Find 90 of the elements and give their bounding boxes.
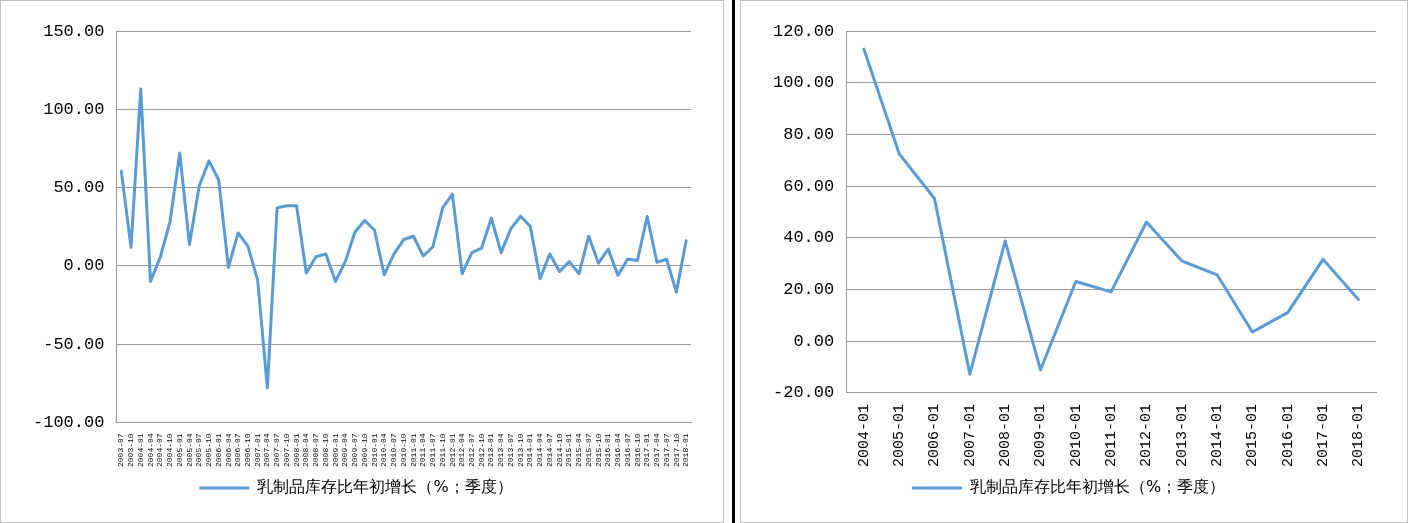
x-tick-label: 2010-04 <box>379 433 389 467</box>
y-tick-label: 20.00 <box>783 280 835 300</box>
x-tick-label: 2012-01 <box>1138 403 1156 468</box>
x-tick-label: 2014-10 <box>554 433 564 467</box>
x-tick-label: 2017-04 <box>652 433 662 467</box>
x-tick-label: 2005-01 <box>174 433 184 467</box>
x-tick-label: 2005-01 <box>891 403 909 468</box>
x-tick-label: 2004-01 <box>855 403 873 468</box>
x-tick-label: 2013-01 <box>1173 403 1191 468</box>
x-tick-label: 2008-01 <box>997 403 1015 468</box>
x-tick-label: 2018-01 <box>681 433 691 467</box>
y-tick-label: -50.00 <box>43 334 105 354</box>
x-tick-label: 2006-04 <box>223 433 233 467</box>
x-tick-label: 2013-04 <box>496 433 506 467</box>
x-tick-label: 2015-01 <box>564 433 574 467</box>
x-tick-label: 2015-01 <box>1244 403 1262 468</box>
y-tick-label: -100.00 <box>32 412 105 432</box>
x-tick-label: 2004-04 <box>145 433 155 467</box>
x-tick-label: 2012-01 <box>447 433 457 467</box>
x-tick-label: 2015-10 <box>593 433 603 467</box>
x-tick-label: 2004-07 <box>155 433 165 467</box>
x-tick-label: 2015-07 <box>583 433 593 467</box>
x-tick-label: 2010-07 <box>389 433 399 467</box>
x-tick-label: 2007-01 <box>961 403 979 468</box>
x-tick-label: 2008-07 <box>311 433 321 467</box>
x-tick-label: 2016-01 <box>603 433 613 467</box>
x-tick-label: 2006-07 <box>233 433 243 467</box>
x-tick-label: 2009-01 <box>1032 403 1050 468</box>
x-tick-label: 2009-01 <box>330 433 340 467</box>
x-tick-label: 2013-01 <box>486 433 496 467</box>
x-tick-label: 2014-04 <box>535 433 545 467</box>
y-tick-label: 80.00 <box>783 124 835 144</box>
y-tick-label: 0.00 <box>63 256 105 276</box>
x-tick-label: 2010-01 <box>1067 403 1085 468</box>
x-tick-label: 2004-10 <box>165 433 175 467</box>
x-tick-label: 2005-04 <box>184 433 194 467</box>
x-tick-label: 2011-04 <box>418 433 428 467</box>
x-tick-label: 2011-01 <box>1103 403 1121 468</box>
x-tick-label: 2003-07 <box>116 433 126 467</box>
x-tick-label: 2006-10 <box>243 433 253 467</box>
y-tick-label: 100.00 <box>772 73 835 93</box>
x-tick-label: 2014-01 <box>525 433 535 467</box>
x-tick-label: 2016-07 <box>622 433 632 467</box>
x-tick-label: 2012-10 <box>476 433 486 467</box>
x-tick-label: 2014-07 <box>544 433 554 467</box>
x-tick-label: 2007-01 <box>252 433 262 467</box>
y-tick-label: -20.00 <box>772 383 835 403</box>
x-tick-label: 2010-10 <box>398 433 408 467</box>
x-tick-label: 2009-07 <box>350 433 360 467</box>
x-tick-label: 2011-07 <box>428 433 438 467</box>
x-tick-label: 2004-01 <box>135 433 145 467</box>
y-tick-label: 50.00 <box>53 178 105 198</box>
y-tick-label: 40.00 <box>783 228 835 248</box>
x-tick-label: 2009-10 <box>359 433 369 467</box>
x-tick-label: 2018-01 <box>1350 403 1368 468</box>
x-tick-label: 2011-01 <box>408 433 418 467</box>
x-tick-label: 2008-10 <box>320 433 330 467</box>
x-tick-label: 2007-07 <box>272 433 282 467</box>
x-tick-label: 2016-01 <box>1279 403 1297 468</box>
x-tick-label: 2006-01 <box>213 433 223 467</box>
x-tick-label: 2016-10 <box>632 433 642 467</box>
x-tick-label: 2007-04 <box>262 433 272 467</box>
x-tick-label: 2005-07 <box>194 433 204 467</box>
x-tick-label: 2007-10 <box>281 433 291 467</box>
x-tick-label: 2017-01 <box>642 433 652 467</box>
x-tick-label: 2011-10 <box>437 433 447 467</box>
x-tick-label: 2015-04 <box>574 433 584 467</box>
x-tick-label: 2014-01 <box>1209 403 1227 468</box>
x-tick-label: 2013-07 <box>505 433 515 467</box>
x-tick-label: 2012-04 <box>457 433 467 467</box>
y-tick-label: 60.00 <box>783 176 835 196</box>
legend-label: 乳制品库存比年初增长（%；季度） <box>257 477 513 497</box>
x-tick-label: 2017-07 <box>661 433 671 467</box>
x-tick-label: 2003-10 <box>126 433 136 467</box>
x-tick-label: 2013-10 <box>515 433 525 467</box>
x-tick-label: 2008-01 <box>291 433 301 467</box>
y-tick-label: 100.00 <box>43 99 105 119</box>
legend-label: 乳制品库存比年初增长（%；季度） <box>969 477 1226 497</box>
x-tick-label: 2012-07 <box>467 433 476 467</box>
y-tick-label: 150.00 <box>43 21 105 41</box>
x-tick-label: 2009-04 <box>340 433 350 467</box>
x-tick-label: 2008-04 <box>301 433 311 467</box>
x-tick-label: 2010-01 <box>369 433 379 467</box>
x-tick-label: 2006-01 <box>926 403 944 468</box>
x-tick-label: 2017-01 <box>1314 403 1332 468</box>
x-tick-label: 2016-04 <box>613 433 623 467</box>
x-tick-label: 2017-10 <box>671 433 681 467</box>
x-tick-label: 2005-10 <box>204 433 214 467</box>
y-tick-label: 0.00 <box>793 331 835 351</box>
y-tick-label: 120.00 <box>772 21 835 41</box>
